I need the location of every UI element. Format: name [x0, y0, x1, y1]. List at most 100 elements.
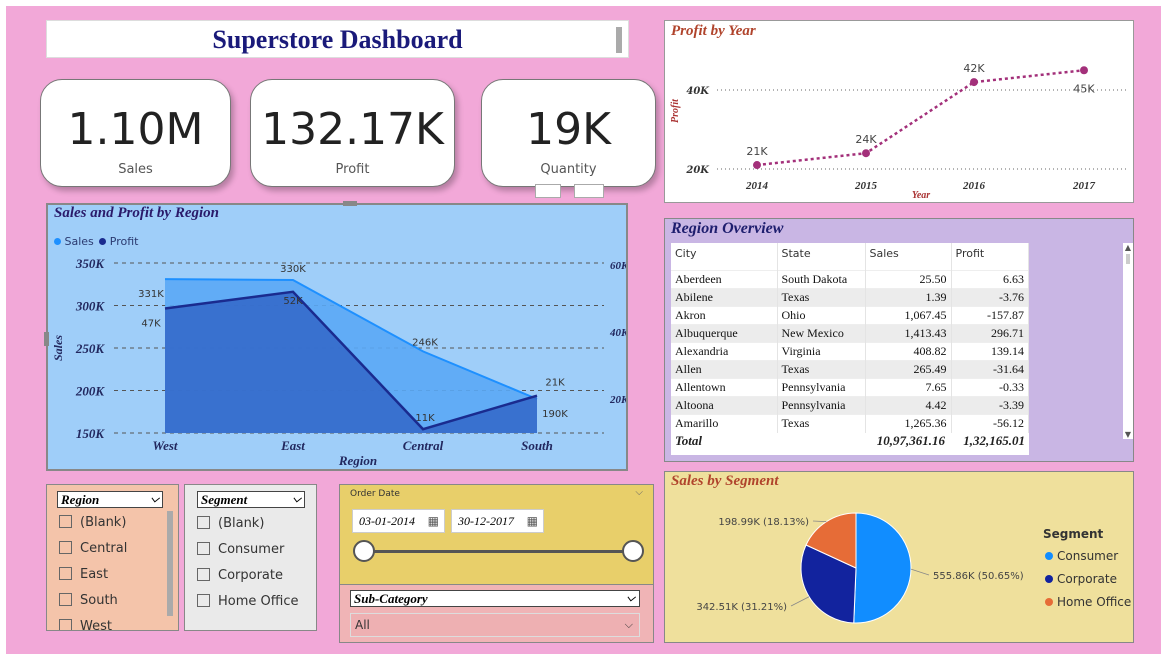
state-cell: Pennsylvania	[777, 378, 866, 397]
scroll-down-icon: ▼	[1124, 430, 1132, 439]
kpi-value: 19K	[526, 104, 611, 155]
kpi-value: 132.17K	[261, 104, 444, 155]
checkbox[interactable]	[197, 594, 210, 607]
state-cell: Texas	[777, 288, 866, 307]
sales-cell: 7.65	[865, 378, 952, 397]
resize-handle[interactable]	[343, 201, 357, 206]
table-row[interactable]: Altoona Pennsylvania 4.42 -3.39	[671, 396, 1029, 415]
state-cell: Pennsylvania	[777, 396, 866, 415]
profit-cell: -3.76	[951, 288, 1029, 307]
data-label: 342.51K (31.21%)	[696, 602, 787, 613]
sales-cell: 1,067.45	[865, 306, 952, 325]
slicer-item[interactable]: (Blank)	[59, 515, 126, 530]
checkbox[interactable]	[59, 515, 72, 528]
profit-cell: -0.33	[951, 378, 1029, 397]
chart-title: Sales by Segment	[671, 473, 779, 489]
checkbox[interactable]	[59, 619, 72, 630]
slicer-item[interactable]: West	[59, 619, 112, 630]
region-slicer-header[interactable]: Region ⌵	[57, 491, 163, 508]
data-point	[970, 78, 978, 87]
data-point	[862, 149, 870, 158]
pie-slice	[853, 512, 912, 624]
table-row[interactable]: Abilene Texas 1.39 -3.76	[671, 288, 1029, 307]
slicer-item-label: (Blank)	[80, 515, 127, 530]
focus-mode-icon[interactable]	[535, 184, 561, 198]
y-tick-label-left: 150K	[76, 426, 106, 441]
range-start-handle[interactable]	[353, 540, 375, 562]
resize-handle[interactable]	[44, 332, 49, 346]
checkbox[interactable]	[197, 568, 210, 581]
calendar-icon: ▦	[427, 514, 439, 528]
sales-by-segment-chart[interactable]: Sales by Segment Segment 555.86K (50.65%…	[664, 471, 1134, 643]
kpi-card-sales[interactable]: 1.10M Sales	[40, 79, 231, 187]
data-label: 47K	[141, 319, 161, 330]
slicer-item-label: Home Office	[218, 594, 299, 609]
checkbox[interactable]	[59, 593, 72, 606]
column-header[interactable]: City	[671, 243, 778, 271]
profit-by-year-chart[interactable]: Profit by Year 40K 20K Profit Year 21K 20…	[664, 20, 1134, 203]
table-row[interactable]: Allentown Pennsylvania 7.65 -0.33	[671, 378, 1029, 397]
slicer-item[interactable]: Central	[59, 541, 127, 556]
x-tick-label: 2017	[1072, 180, 1096, 192]
city-cell: Alexandria	[671, 342, 778, 361]
checkbox[interactable]	[197, 516, 210, 529]
checkbox[interactable]	[197, 542, 210, 555]
data-label: 45K	[1073, 82, 1095, 95]
state-cell: Ohio	[777, 306, 866, 325]
chevron-down-icon: ⌵	[626, 592, 635, 604]
kpi-label: Quantity	[540, 162, 597, 177]
checkbox[interactable]	[59, 567, 72, 580]
region-table[interactable]: City State Sales Profit Aberdeen South Da…	[671, 243, 1029, 455]
profit-cell: -3.39	[951, 396, 1029, 415]
table-row[interactable]: Amarillo Texas 1,265.36 -56.12	[671, 414, 1029, 433]
column-header[interactable]: Profit	[951, 243, 1029, 271]
sub-category-dropdown[interactable]: All ⌵	[350, 613, 640, 637]
slicer-item[interactable]: Corporate	[197, 568, 283, 583]
chevron-down-icon[interactable]: ⌵	[635, 487, 643, 498]
kpi-card-profit[interactable]: 132.17K Profit	[250, 79, 455, 187]
x-tick-label: South	[521, 438, 553, 453]
table-row[interactable]: Albuquerque New Mexico 1,413.43 296.71	[671, 324, 1029, 343]
title-scrollbar[interactable]	[616, 27, 622, 53]
total-profit: 1,32,165.01	[963, 433, 1025, 448]
profit-cell: 6.63	[951, 270, 1029, 289]
column-header[interactable]: State	[777, 243, 866, 271]
end-date-input[interactable]: 30-12-2017 ▦	[451, 509, 544, 533]
y-axis-label-left: Sales	[51, 335, 65, 361]
state-cell: Texas	[777, 414, 866, 433]
slicer-item[interactable]: East	[59, 567, 108, 582]
region-slicer: Region ⌵ (Blank) Central East South West	[46, 484, 179, 631]
sales-cell: 1,413.43	[865, 324, 952, 343]
date-range-track	[364, 550, 636, 553]
column-header[interactable]: Sales	[865, 243, 952, 271]
table-row[interactable]: Allen Texas 265.49 -31.64	[671, 360, 1029, 379]
y-tick-label: 40K	[686, 86, 710, 97]
slicer-item[interactable]: (Blank)	[197, 516, 264, 531]
sub-category-header[interactable]: Sub-Category ⌵	[350, 590, 640, 607]
data-label: 42K	[963, 62, 985, 75]
range-end-handle[interactable]	[622, 540, 644, 562]
chevron-down-icon: ⌵	[292, 493, 301, 505]
legend-label: Sales	[64, 235, 94, 248]
start-date-input[interactable]: 03-01-2014 ▦	[352, 509, 445, 533]
kpi-card-quantity[interactable]: 19K Quantity	[481, 79, 656, 187]
table-scrollbar[interactable]: ▲ ▼	[1123, 243, 1133, 439]
table-row[interactable]: Akron Ohio 1,067.45 -157.87	[671, 306, 1029, 325]
slicer-scrollbar[interactable]	[167, 511, 173, 616]
y-tick-label-left: 350K	[75, 256, 106, 271]
sales-profit-by-region-chart[interactable]: Sales and Profit by Region Sales Profit …	[44, 201, 628, 471]
table-row[interactable]: Alexandria Virginia 408.82 139.14	[671, 342, 1029, 361]
segment-slicer-header[interactable]: Segment ⌵	[197, 491, 305, 508]
x-axis-label: Year	[912, 190, 930, 201]
slicer-item[interactable]: Home Office	[197, 594, 298, 609]
more-options-icon[interactable]	[574, 184, 604, 198]
slicer-item[interactable]: Consumer	[197, 542, 284, 557]
profit-cell: 139.14	[951, 342, 1029, 361]
slicer-item[interactable]: South	[59, 593, 118, 608]
data-point	[753, 161, 761, 170]
data-label: 21K	[545, 378, 565, 389]
table-row[interactable]: Aberdeen South Dakota 25.50 6.63	[671, 270, 1029, 289]
city-cell: Altoona	[671, 396, 778, 415]
checkbox[interactable]	[59, 541, 72, 554]
state-cell: New Mexico	[777, 324, 866, 343]
